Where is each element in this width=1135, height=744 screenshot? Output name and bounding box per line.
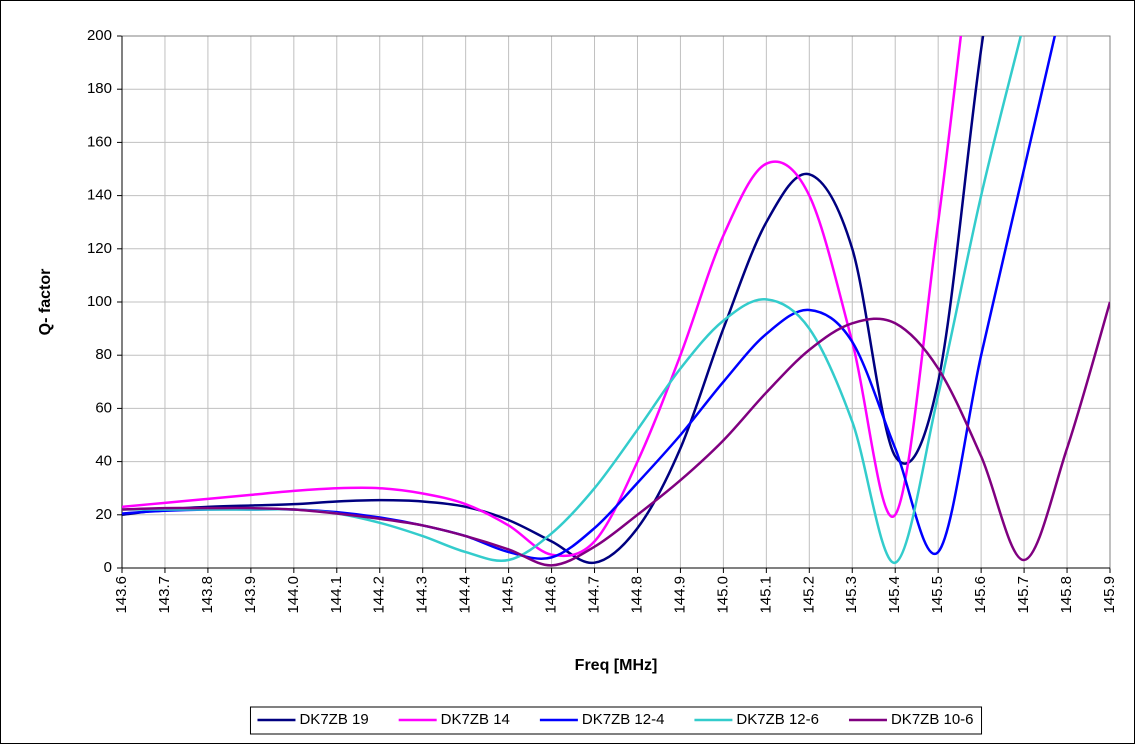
x-tick-label: 144.7: [585, 576, 602, 614]
x-tick-label: 144.9: [671, 576, 688, 614]
x-tick-label: 145.3: [843, 576, 860, 614]
y-tick-label: 0: [104, 559, 112, 576]
x-tick-label: 144.3: [414, 576, 431, 614]
x-tick-label: 145.2: [800, 576, 817, 614]
x-tick-label: 143.8: [199, 576, 216, 614]
legend-label: DK7ZB 14: [441, 711, 510, 728]
x-axis-title: Freq [MHz]: [575, 657, 658, 674]
y-tick-label: 80: [95, 346, 112, 363]
legend-label: DK7ZB 12-4: [582, 711, 665, 728]
x-tick-label: 145.6: [972, 576, 989, 614]
x-tick-label: 143.9: [242, 576, 259, 614]
y-tick-label: 40: [95, 453, 112, 470]
x-tick-label: 144.0: [285, 576, 302, 614]
x-tick-label: 144.1: [328, 576, 345, 614]
y-tick-label: 160: [87, 133, 112, 150]
series-line: [122, 301, 1110, 567]
x-tick-label: 144.6: [543, 576, 560, 614]
x-tick-label: 145.7: [1015, 576, 1032, 614]
y-tick-label: 200: [87, 27, 112, 44]
x-tick-label: 144.5: [500, 576, 517, 614]
x-tick-label: 144.8: [628, 576, 645, 614]
y-tick-label: 60: [95, 399, 112, 416]
y-tick-label: 100: [87, 293, 112, 310]
legend-label: DK7ZB 10-6: [891, 711, 974, 728]
x-tick-label: 145.1: [757, 576, 774, 614]
series-line: [122, 36, 963, 558]
y-tick-label: 20: [95, 506, 112, 523]
x-tick-label: 145.0: [714, 576, 731, 614]
x-tick-label: 145.4: [886, 576, 903, 614]
x-tick-label: 144.2: [371, 576, 388, 614]
x-tick-label: 143.7: [156, 576, 173, 614]
series-line: [122, 36, 985, 564]
x-tick-label: 143.6: [113, 576, 130, 614]
plot-lines: [122, 36, 1110, 567]
x-tick-label: 144.4: [457, 576, 474, 614]
x-tick-label: 145.8: [1058, 576, 1075, 614]
y-tick-label: 120: [87, 240, 112, 257]
legend-label: DK7ZB 12-6: [736, 711, 819, 728]
legend-label: DK7ZB 19: [299, 711, 368, 728]
x-tick-label: 145.5: [929, 576, 946, 614]
y-tick-label: 180: [87, 80, 112, 97]
y-axis-title: Q- factor: [37, 269, 54, 336]
legend: DK7ZB 19 DK7ZB 14 DK7ZB 12-4 DK7ZB 12-6 DK7Z…: [249, 706, 983, 735]
y-tick-label: 140: [87, 187, 112, 204]
x-tick-label: 145.9: [1101, 576, 1118, 614]
